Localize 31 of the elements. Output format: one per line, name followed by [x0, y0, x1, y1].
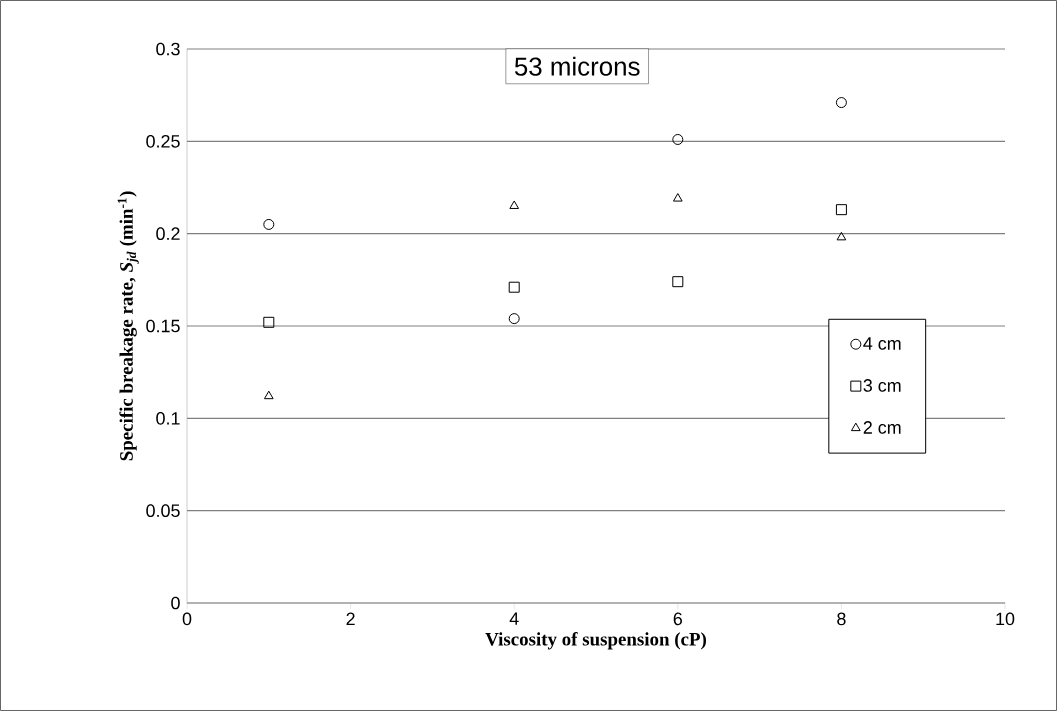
point: [835, 97, 847, 109]
point: [672, 276, 684, 288]
legend-label: 4 cm: [863, 337, 901, 350]
point: [672, 193, 683, 202]
point: [508, 281, 520, 293]
point: [836, 231, 847, 241]
point: [835, 204, 847, 216]
x-tick-label: 6: [673, 612, 683, 626]
x-tick-label: 8: [837, 612, 846, 626]
point: [263, 218, 275, 230]
y-tick-label: 0.1: [156, 411, 180, 425]
point: [263, 390, 274, 400]
chart-title: 53 microns: [514, 56, 640, 76]
point: [672, 133, 684, 145]
x-tick-label: 4: [509, 612, 519, 625]
x-tick-label: 10: [996, 612, 1015, 626]
x-axis-title: Viscosity of suspension (cP): [485, 632, 706, 650]
y-tick-label: 0.2: [156, 227, 180, 241]
x-tick-label: 0: [182, 612, 192, 626]
legend-label: 3 cm: [863, 379, 901, 392]
y-tick-label: 0.3: [156, 42, 180, 56]
y-tick-label: 0: [171, 596, 180, 610]
y-tick-label: 0.15: [146, 319, 180, 333]
point: [509, 200, 520, 209]
x-tick-label: 2: [346, 612, 355, 626]
y-tick-label: 0.25: [146, 134, 180, 148]
y-tick-label: 0.05: [146, 504, 180, 518]
text: Specific breakage rate, S$_{jd}$ (min$^{-1}$): [117, 191, 139, 461]
point: [508, 313, 520, 325]
point: [263, 316, 275, 328]
legend-label: 2 cm: [863, 421, 901, 434]
